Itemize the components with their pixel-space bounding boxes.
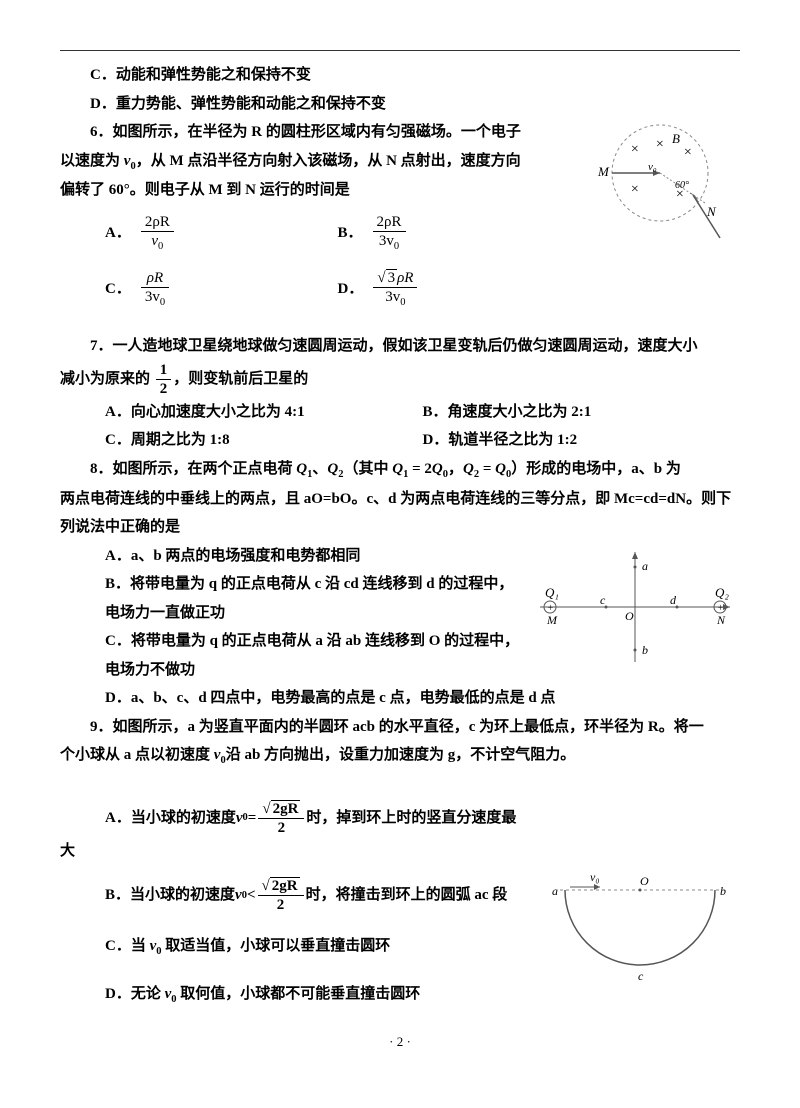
q9-stem-line1: 9．如图所示，a 为竖直平面内的半圆环 acb 的水平直径，c 为环上最低点，环… (60, 713, 740, 742)
q7-option-d: D．轨道半径之比为 1:2 (423, 426, 741, 455)
svg-text:M: M (546, 613, 558, 627)
svg-text:v₀: v₀ (648, 161, 657, 173)
svg-text:b: b (642, 643, 648, 657)
q7-option-a: A．向心加速度大小之比为 4:1 (105, 398, 423, 427)
q7-stem-line1: 7．一人造地球卫星绕地球做匀速圆周运动，假如该卫星变轨后仍做匀速圆周运动，速度大… (60, 332, 740, 361)
q6-options: A． 2ρRv0 B． 2ρR3v0 C． ρR3v0 D． √3ρR3v0 (105, 213, 570, 324)
q8-option-d: D．a、b、c、d 四点中，电势最高的点是 c 点，电势最低的点是 d 点 (105, 684, 740, 713)
q7-options-row2: C．周期之比为 1:8 D．轨道半径之比为 1:2 (105, 426, 740, 455)
q6-option-d: D． √3ρR3v0 (338, 269, 571, 310)
svg-text:d: d (670, 593, 677, 607)
q9-option-b: B．当小球的初速度 v0 < √2gR2 时，将撞击到环上的圆弧 ac 段 (105, 877, 530, 914)
q7-option-b: B．角速度大小之比为 2:1 (423, 398, 741, 427)
q9-option-a-tail: 大 (60, 837, 740, 866)
q6-option-c: C． ρR3v0 (105, 269, 338, 310)
svg-text:O: O (640, 874, 649, 888)
q7-stem-line2: 减小为原来的 12，则变轨前后卫星的 (60, 361, 740, 398)
q8-stem-line1: 8．如图所示，在两个正点电荷 Q1、Q2（其中 Q1 = 2Q0，Q2 = Q0… (60, 455, 740, 485)
svg-text:60°: 60° (675, 180, 689, 191)
svg-text:M: M (597, 164, 610, 179)
page-number: · 2 · (60, 1030, 740, 1055)
q6-option-b: B． 2ρR3v0 (338, 213, 571, 254)
q7-options-row1: A．向心加速度大小之比为 4:1 B．角速度大小之比为 2:1 (105, 398, 740, 427)
q6-option-a: A． 2ρRv0 (105, 213, 338, 254)
q5-option-d: D．重力势能、弹性势能和动能之和保持不变 (60, 90, 740, 119)
q9-stem-line2: 个小球从 a 点以初速度 v0沿 ab 方向抛出，设重力加速度为 g，不计空气阻… (60, 741, 740, 771)
svg-text:a: a (552, 884, 558, 898)
svg-text:Q₂: Q₂ (715, 585, 729, 600)
svg-text:×: × (630, 142, 639, 157)
svg-text:Q₁: Q₁ (545, 585, 559, 600)
svg-text:b: b (720, 884, 726, 898)
q8-figure: + + Q₁ Q₂ M N O c d a b (530, 542, 740, 672)
svg-text:×: × (683, 145, 692, 160)
q5-option-c: C．动能和弹性势能之和保持不变 (60, 61, 740, 90)
q9-option-a: A．当小球的初速度 v0 = √2gR2 时，掉到环上时的竖直分速度最 (105, 800, 740, 837)
svg-text:N: N (706, 204, 717, 219)
svg-text:v₀: v₀ (590, 870, 600, 884)
q7-option-c: C．周期之比为 1:8 (105, 426, 423, 455)
q9-figure: a b c O v₀ (540, 865, 740, 985)
q6-figure: × × × × × B M N v₀ 60° (580, 118, 740, 248)
svg-text:O: O (625, 609, 634, 623)
svg-text:c: c (600, 593, 606, 607)
svg-text:a: a (642, 559, 648, 573)
q8-stem-line2: 两点电荷连线的中垂线上的两点，且 aO=bO。c、d 为两点电荷连线的三等分点，… (60, 485, 740, 542)
svg-text:N: N (716, 613, 726, 627)
svg-text:c: c (638, 969, 644, 983)
svg-text:B: B (672, 131, 680, 146)
svg-text:×: × (655, 137, 664, 152)
svg-text:×: × (630, 182, 639, 197)
